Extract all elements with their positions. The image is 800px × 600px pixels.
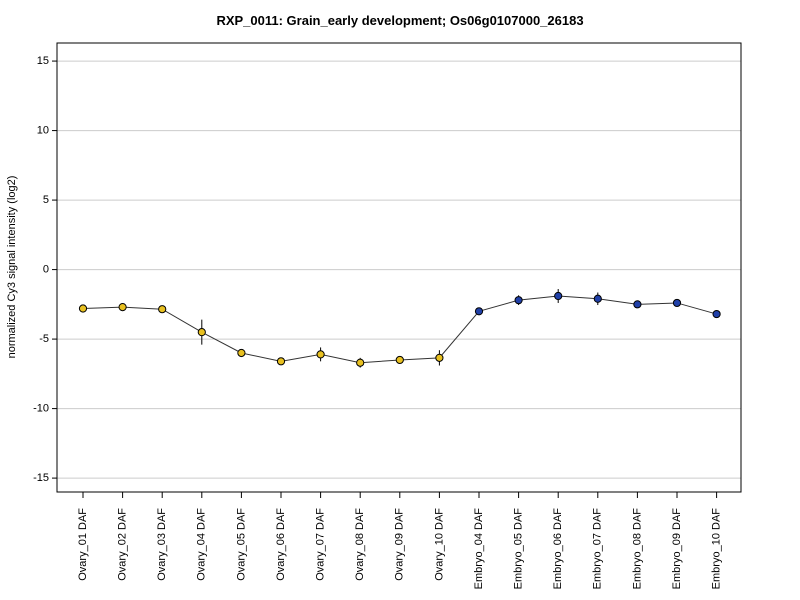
data-point [356, 358, 365, 367]
y-tick-label: -5 [39, 333, 49, 345]
x-tick-label: Embryo_06 DAF [552, 508, 564, 590]
x-tick-label: Ovary_05 DAF [235, 508, 247, 581]
data-point [435, 353, 444, 362]
x-tick-label: Ovary_10 DAF [433, 508, 445, 581]
y-tick-label: 5 [43, 194, 49, 206]
y-tick-label: 0 [43, 263, 49, 275]
y-tick-label: -15 [33, 472, 49, 484]
grid-lines [57, 60, 741, 479]
y-axis-title: normalized Cy3 signal intensity (log2) [6, 176, 18, 359]
data-point [672, 298, 682, 308]
data-point [118, 303, 127, 312]
data-point [316, 350, 325, 359]
x-axis: Ovary_01 DAF Ovary_02 DAF Ovary_03 DAF Ovar… [77, 492, 723, 589]
data-point [474, 307, 484, 316]
x-tick-label: Embryo_10 DAF [711, 508, 723, 590]
x-tick-label: Embryo_07 DAF [592, 508, 604, 590]
data-point [276, 357, 286, 366]
x-tick-label: Embryo_05 DAF [513, 508, 525, 590]
data-point [237, 348, 246, 358]
chart-title: RXP_0011: Grain_early development; Os06g… [216, 13, 584, 28]
x-tick-label: Ovary_09 DAF [394, 508, 406, 581]
y-axis: -15 -10 -5 0 5 10 15 [33, 55, 57, 484]
data-point [197, 328, 206, 337]
x-tick-label: Ovary_04 DAF [196, 508, 208, 581]
y-tick-label: 10 [37, 124, 49, 136]
data-point [712, 309, 721, 319]
x-tick-label: Embryo_09 DAF [671, 508, 683, 590]
x-tick-label: Ovary_01 DAF [77, 508, 89, 581]
plot-frame [56, 42, 742, 493]
x-tick-label: Embryo_04 DAF [473, 508, 485, 590]
data-point [395, 355, 404, 365]
data-point [158, 305, 167, 314]
data-series [78, 289, 721, 368]
y-tick-label: 15 [37, 55, 49, 67]
data-point [593, 294, 602, 303]
x-tick-label: Embryo_08 DAF [631, 508, 643, 590]
data-point [78, 304, 88, 313]
x-tick-label: Ovary_07 DAF [315, 508, 327, 581]
data-point [514, 296, 523, 305]
y-tick-label: -10 [33, 403, 49, 415]
x-tick-label: Ovary_03 DAF [156, 508, 168, 581]
data-point [554, 291, 563, 301]
x-tick-label: Ovary_06 DAF [275, 508, 287, 581]
series-line [82, 295, 717, 364]
data-point [633, 300, 642, 309]
x-tick-label: Ovary_08 DAF [354, 508, 366, 581]
x-tick-label: Ovary_02 DAF [117, 508, 129, 581]
